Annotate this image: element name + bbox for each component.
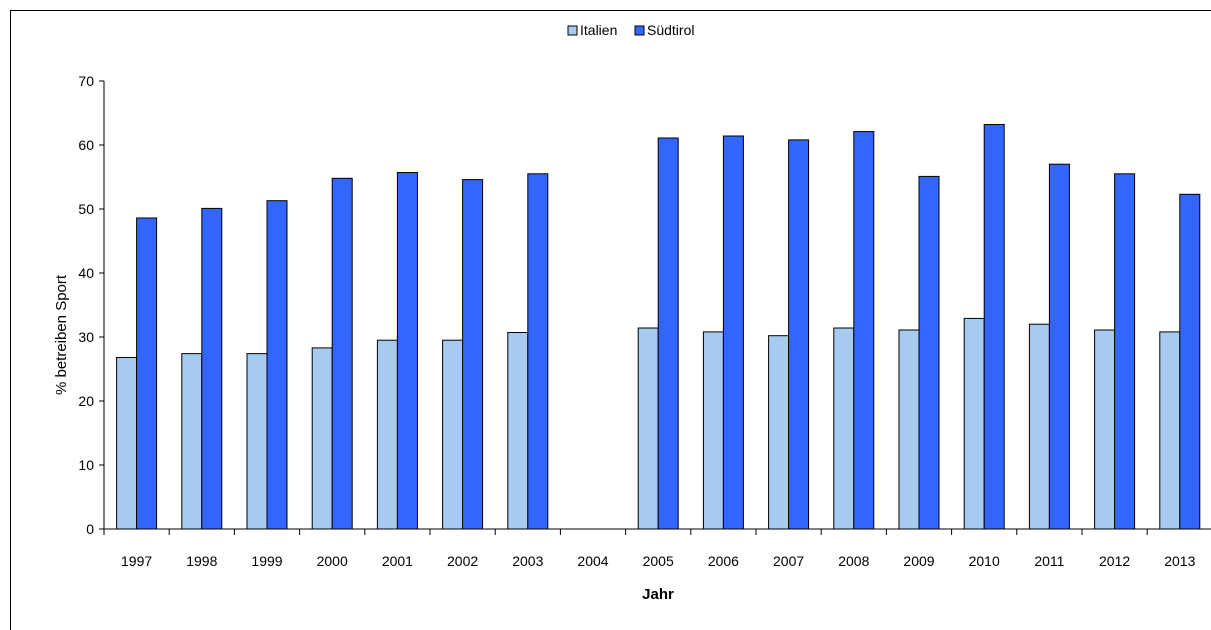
- x-tick-label: 2005: [643, 553, 674, 569]
- bar-italien-2010: [963, 317, 985, 530]
- x-tick-label: 1997: [121, 553, 152, 569]
- bar-suedtirol-2010: [983, 124, 1005, 530]
- bar-suedtirol-1998: [201, 207, 223, 530]
- y-tick-label: 60: [78, 137, 94, 153]
- bar-suedtirol-2007: [788, 139, 810, 530]
- y-tick-label: 30: [78, 329, 94, 345]
- x-tick-label: 2011: [1034, 553, 1064, 569]
- bar-suedtirol-2013: [1179, 193, 1201, 530]
- bar-italien-2001: [376, 339, 398, 530]
- bar-suedtirol-2000: [331, 177, 353, 530]
- x-tick-label: 2007: [773, 553, 804, 569]
- x-tick-label: 2002: [447, 553, 478, 569]
- x-tick-label: 2009: [903, 553, 934, 569]
- bar-italien-2012: [1094, 329, 1116, 530]
- legend-swatch-suedtirol: [634, 25, 645, 36]
- bar-suedtirol-2008: [853, 131, 875, 530]
- legend-label-suedtirol: Südtirol: [647, 22, 694, 38]
- bar-italien-2002: [442, 339, 464, 530]
- x-tick-label: 2006: [708, 553, 739, 569]
- bar-italien-2003: [507, 332, 529, 530]
- x-tick-label: 2008: [838, 553, 869, 569]
- y-tick-label: 0: [86, 521, 94, 537]
- bar-suedtirol-1999: [266, 200, 288, 530]
- bar-suedtirol-2002: [462, 179, 484, 530]
- x-tick-label: 2012: [1099, 553, 1130, 569]
- bar-italien-2011: [1028, 323, 1050, 530]
- bar-suedtirol-2009: [918, 175, 940, 530]
- x-tick-label: 2001: [382, 553, 413, 569]
- x-tick-label: 1999: [251, 553, 282, 569]
- bar-italien-2005: [637, 327, 659, 530]
- chart-frame: [10, 10, 1211, 630]
- y-axis-title: % betreiben Sport: [53, 274, 70, 395]
- bar-suedtirol-2006: [722, 135, 744, 530]
- x-tick-label: 2010: [969, 553, 1000, 569]
- x-tick-label: 2013: [1164, 553, 1195, 569]
- bar-suedtirol-2011: [1048, 163, 1070, 530]
- bar-italien-2007: [768, 335, 790, 530]
- bars: [116, 124, 1201, 530]
- legend-swatch-italien: [567, 25, 578, 36]
- bar-suedtirol-2003: [527, 173, 549, 530]
- bar-italien-1999: [246, 353, 268, 530]
- y-tick-label: 50: [78, 201, 94, 217]
- y-tick-label: 10: [78, 457, 94, 473]
- x-tick-label: 2003: [512, 553, 543, 569]
- legend: Italien Südtirol: [567, 22, 694, 38]
- x-tick-label: 2004: [577, 553, 608, 569]
- x-tick-label: 2000: [317, 553, 348, 569]
- bar-suedtirol-1997: [136, 217, 158, 530]
- bar-italien-2008: [833, 327, 855, 530]
- bar-italien-2009: [898, 329, 920, 530]
- bar-suedtirol-2012: [1114, 173, 1136, 530]
- bar-suedtirol-2001: [396, 172, 418, 530]
- legend-label-italien: Italien: [580, 22, 617, 38]
- axes: 0 10 20 30 40 50 60 70 1997 1998 1999 2000 2001 2002 2…: [78, 73, 1211, 569]
- bar-italien-2000: [311, 347, 333, 530]
- y-tick-label: 40: [78, 265, 94, 281]
- bar-italien-1998: [181, 353, 203, 530]
- bar-italien-1997: [116, 357, 138, 530]
- x-tick-label: 1998: [186, 553, 217, 569]
- x-axis-title: Jahr: [642, 586, 674, 603]
- y-tick-label: 70: [78, 73, 94, 89]
- bar-italien-2006: [702, 331, 724, 530]
- y-tick-label: 20: [78, 393, 94, 409]
- bar-italien-2013: [1159, 331, 1181, 530]
- bar-suedtirol-2005: [657, 137, 679, 530]
